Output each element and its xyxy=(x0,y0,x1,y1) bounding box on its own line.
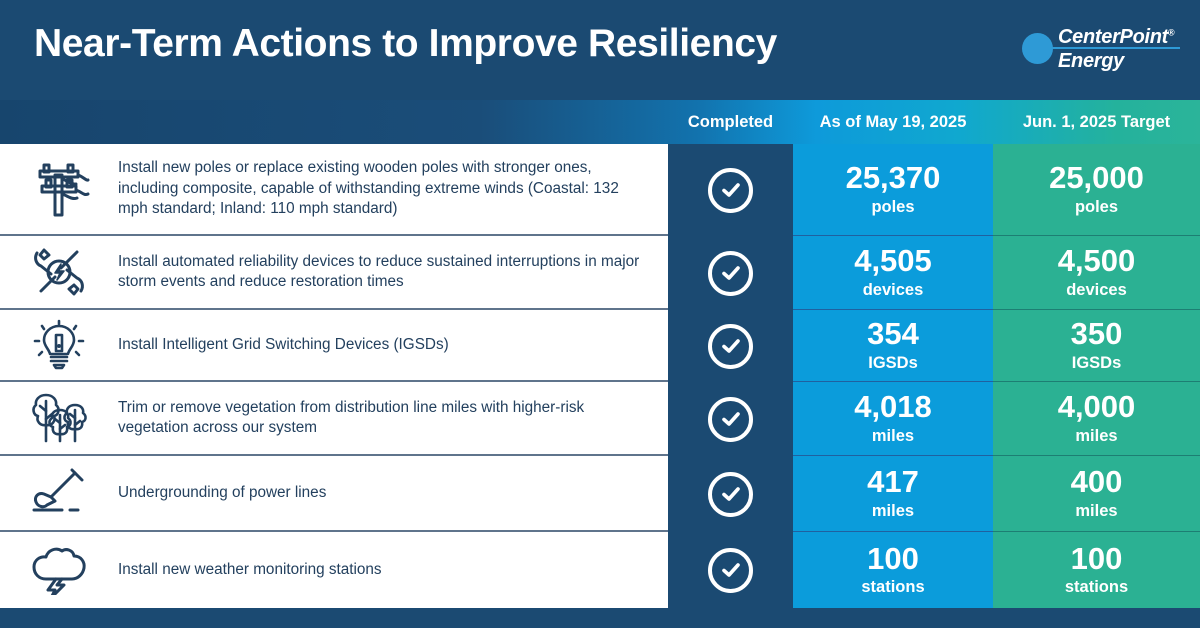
check-circle-icon xyxy=(708,323,753,369)
title-band: Near-Term Actions to Improve Resiliency … xyxy=(0,0,1200,100)
action-text: Trim or remove vegetation from distribut… xyxy=(118,398,585,436)
as-of-column: 25,370 poles 4,505 devices 354 IGSDs 4,0… xyxy=(793,144,993,608)
target-cell: 400 miles xyxy=(993,456,1200,532)
target-unit: miles xyxy=(1075,501,1118,520)
lightbulb-icon xyxy=(0,319,118,371)
target-value: 4,000 xyxy=(1057,389,1136,425)
check-circle-icon xyxy=(708,547,753,593)
target-cell: 100 stations xyxy=(993,532,1200,608)
as-of-unit: devices xyxy=(862,280,924,299)
target-value: 350 xyxy=(1070,316,1123,352)
column-header-target: Jun. 1, 2025 Target xyxy=(1022,112,1171,131)
as-of-cell: 100 stations xyxy=(793,532,993,608)
as-of-unit: stations xyxy=(861,578,925,597)
as-of-cell: 4,018 miles xyxy=(793,382,993,456)
as-of-unit: IGSDs xyxy=(868,353,918,372)
registered-mark: ® xyxy=(1168,27,1175,38)
target-cell: 25,000 poles xyxy=(993,144,1200,236)
target-unit: stations xyxy=(1064,578,1129,597)
action-text: Undergrounding of power lines xyxy=(118,483,327,501)
column-header-as-of: As of May 19, 2025 xyxy=(819,112,967,131)
target-value: 4,500 xyxy=(1057,243,1136,279)
completed-cell xyxy=(668,144,793,236)
target-value: 25,000 xyxy=(1049,160,1144,196)
as-of-unit: miles xyxy=(871,501,915,520)
as-of-unit: poles xyxy=(871,197,915,216)
action-text: Install new poles or replace existing wo… xyxy=(118,159,619,218)
action-list: Install new poles or replace existing wo… xyxy=(0,144,668,608)
completed-cell xyxy=(668,382,793,456)
storm-cloud-icon xyxy=(0,545,118,595)
check-circle-icon xyxy=(708,471,753,517)
completed-cell xyxy=(668,456,793,532)
action-text: Install Intelligent Grid Switching Devic… xyxy=(118,335,449,353)
as-of-cell: 4,505 devices xyxy=(793,236,993,310)
centerpoint-energy-logo: CenterPoint® Energy xyxy=(1022,26,1182,78)
logo-wordmark-top: CenterPoint® xyxy=(1058,26,1175,49)
target-value: 400 xyxy=(1070,464,1123,500)
page-title: Near-Term Actions to Improve Resiliency xyxy=(34,22,777,65)
as-of-value: 4,018 xyxy=(854,389,932,425)
check-circle-icon xyxy=(708,396,753,442)
target-unit: miles xyxy=(1075,426,1118,445)
trees-icon xyxy=(0,391,118,445)
logo-wordmark-bottom: Energy xyxy=(1058,50,1125,72)
as-of-value: 417 xyxy=(867,464,919,500)
table-row: Install Intelligent Grid Switching Devic… xyxy=(0,310,668,382)
target-column: 25,000 poles 4,500 devices 350 IGSDs 4,0… xyxy=(993,144,1200,608)
target-cell: 4,500 devices xyxy=(993,236,1200,310)
as-of-value: 25,370 xyxy=(845,160,941,196)
logo-name-center-point: CenterPoint xyxy=(1058,26,1169,48)
logo-rule xyxy=(1044,47,1180,49)
as-of-cell: 417 miles xyxy=(793,456,993,532)
as-of-cell: 25,370 poles xyxy=(793,144,993,236)
completed-cell xyxy=(668,236,793,310)
table-row: Undergrounding of power lines xyxy=(0,456,668,532)
table-row: Install new weather monitoring stations xyxy=(0,532,668,608)
table-row: Install automated reliability devices to… xyxy=(0,236,668,310)
target-cell: 4,000 miles xyxy=(993,382,1200,456)
target-unit: poles xyxy=(1074,197,1119,216)
check-circle-icon xyxy=(708,250,753,296)
check-circle-icon xyxy=(708,167,753,213)
column-header-band xyxy=(0,100,1200,144)
target-value: 100 xyxy=(1070,540,1123,576)
target-unit: devices xyxy=(1066,280,1127,299)
table-row: Trim or remove vegetation from distribut… xyxy=(0,382,668,456)
completed-cell xyxy=(668,532,793,608)
footer-band xyxy=(0,608,1200,628)
target-unit: IGSDs xyxy=(1071,353,1122,372)
action-text: Install new weather monitoring stations xyxy=(118,560,382,578)
utility-pole-icon xyxy=(0,161,118,217)
wrench-bolt-icon xyxy=(0,246,118,298)
table-row: Install new poles or replace existing wo… xyxy=(0,144,668,236)
as-of-unit: miles xyxy=(871,426,915,445)
target-cell: 350 IGSDs xyxy=(993,310,1200,382)
as-of-value: 354 xyxy=(867,316,919,352)
column-header-completed: Completed xyxy=(687,112,774,131)
as-of-value: 100 xyxy=(867,540,919,576)
completed-column xyxy=(668,144,793,608)
completed-cell xyxy=(668,310,793,382)
as-of-value: 4,505 xyxy=(854,243,932,279)
as-of-cell: 354 IGSDs xyxy=(793,310,993,382)
shovel-icon xyxy=(0,468,118,518)
action-text: Install automated reliability devices to… xyxy=(118,252,640,290)
